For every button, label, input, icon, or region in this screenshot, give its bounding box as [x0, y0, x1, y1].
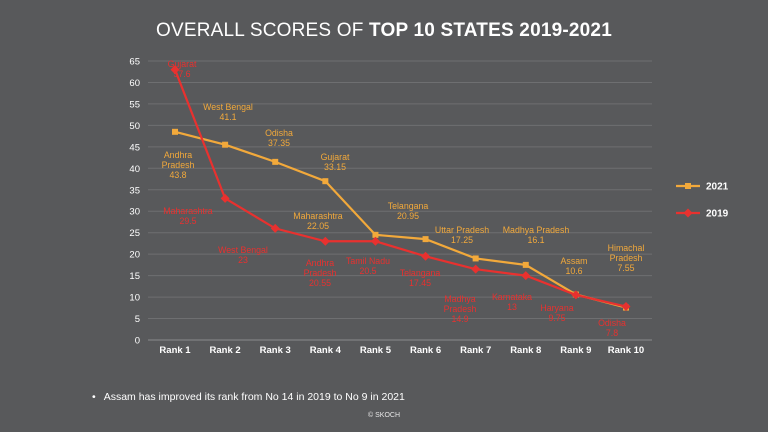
data-label-2021: Himachal Pradesh 7.55: [608, 243, 645, 273]
data-label-2019: West Bengal 23: [218, 245, 268, 265]
chart-title: OVERALL SCORES OF TOP 10 STATES 2019-202…: [0, 20, 768, 42]
data-label-2021: Assam 10.6: [561, 256, 588, 276]
y-tick-label: 5: [135, 314, 140, 325]
y-tick-label: 15: [129, 271, 140, 282]
legend-marker-2019: [683, 208, 693, 218]
data-label-2021: Madhya Pradesh 16.1: [503, 225, 570, 245]
y-tick-label: 35: [129, 185, 140, 196]
data-point-2019: [370, 236, 380, 246]
data-label-2019: Madhya Pradesh 14.9: [444, 294, 477, 324]
data-point-2019: [320, 236, 330, 246]
data-label-2019: Telangana 17.45: [400, 268, 441, 288]
data-point-2019: [220, 193, 230, 203]
data-label-2021: West Bengal 41.1: [203, 102, 253, 122]
data-label-2021: Gujarat 33.15: [321, 152, 350, 172]
data-point-2021: [372, 231, 379, 238]
x-tick-label: Rank 8: [510, 345, 541, 356]
data-point-2021: [522, 261, 529, 268]
data-label-2019: Maharashtra 29.5: [163, 206, 212, 226]
data-point-2021: [172, 128, 178, 135]
y-tick-label: 60: [129, 78, 140, 89]
data-label-2021: Uttar Pradesh 17.25: [435, 225, 489, 245]
legend-label-2021: 2021: [706, 182, 729, 193]
legend-marker-2021: [685, 183, 691, 189]
chart-title-bold: TOP 10 STATES 2019-2021: [369, 20, 612, 41]
data-point-2019: [471, 264, 481, 274]
data-label-2019: Odisha 7.8: [598, 318, 626, 338]
data-point-2019: [421, 251, 431, 261]
y-tick-label: 0: [135, 336, 140, 347]
bullet-icon: •: [92, 391, 96, 403]
x-tick-label: Rank 7: [460, 345, 491, 356]
x-tick-label: Rank 4: [310, 345, 342, 356]
data-point-2019: [621, 302, 631, 312]
data-point-2019: [170, 65, 180, 75]
series-line-2019: [173, 69, 627, 308]
data-label-2021: Maharashtra 22.05: [293, 211, 342, 231]
x-tick-label: Rank 3: [260, 345, 291, 356]
data-label-2019: Andhra Pradesh 20.55: [304, 258, 337, 288]
x-tick-label: Rank 6: [410, 345, 441, 356]
data-label-2019: Tamil Nadu 20.5: [346, 256, 390, 276]
x-tick-label: Rank 1: [159, 345, 191, 356]
x-tick-label: Rank 5: [360, 345, 392, 356]
x-tick-label: Rank 2: [210, 345, 241, 356]
data-label-2021: Andhra Pradesh 43.8: [162, 150, 195, 180]
legend-label-2019: 2019: [706, 209, 729, 220]
data-point-2021: [272, 158, 279, 165]
y-tick-label: 20: [129, 250, 140, 261]
y-tick-label: 55: [129, 99, 140, 110]
data-point-2019: [270, 223, 280, 233]
data-label-2019: Haryana 9.75: [540, 303, 573, 323]
series-line-2021: [174, 130, 627, 309]
y-tick-label: 40: [129, 164, 140, 175]
data-point-2019: [571, 290, 581, 300]
data-point-2021: [322, 178, 329, 185]
y-tick-label: 25: [129, 228, 140, 239]
data-point-2019: [521, 271, 531, 281]
x-tick-label: Rank 9: [560, 345, 591, 356]
y-tick-label: 45: [129, 142, 140, 153]
y-tick-label: 10: [129, 293, 140, 304]
data-label-2021: Telangana 20.95: [388, 201, 429, 221]
data-point-2021: [222, 141, 229, 148]
footnote: • Assam has improved its rank from No 14 …: [92, 391, 405, 403]
data-label-2019: Karnataka 13: [492, 292, 532, 312]
data-point-2021: [472, 255, 479, 262]
data-label-2019: Gujarat 57.6: [168, 59, 197, 79]
copyright-credit: © SKOCH: [368, 412, 400, 419]
x-tick-label: Rank 10: [608, 345, 644, 356]
chart-title-prefix: OVERALL SCORES OF: [156, 20, 370, 41]
y-tick-label: 65: [129, 57, 140, 68]
footnote-text: Assam has improved its rank from No 14 i…: [103, 391, 405, 403]
y-tick-label: 30: [129, 207, 140, 218]
y-tick-label: 50: [129, 121, 140, 132]
data-point-2021: [422, 236, 429, 243]
data-label-2021: Odisha 37.35: [265, 128, 293, 148]
